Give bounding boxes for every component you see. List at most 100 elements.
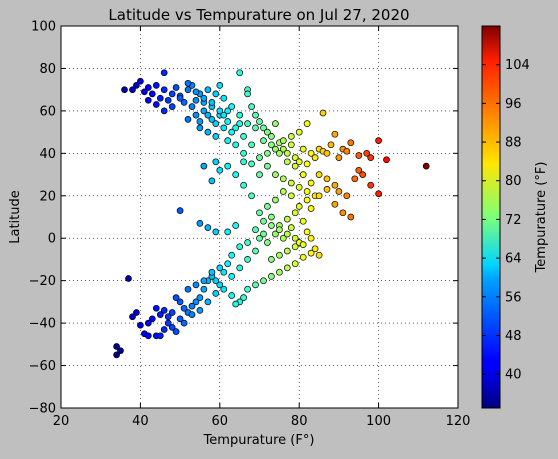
scatter-point xyxy=(188,311,196,318)
scatter-point xyxy=(184,79,192,87)
x-tick-label: 60 xyxy=(212,414,229,429)
scatter-point xyxy=(164,313,172,321)
chart-title: Latitude vs Tempurature on Jul 27, 2020 xyxy=(108,6,409,24)
scatter-point xyxy=(113,343,120,350)
scatter-point xyxy=(228,103,236,110)
scatter-point xyxy=(268,141,275,149)
scatter-point xyxy=(279,234,287,242)
scatter-point xyxy=(256,234,263,242)
scatter-point xyxy=(212,120,220,127)
scatter-point xyxy=(260,217,267,225)
scatter-point xyxy=(276,268,283,276)
scatter-point xyxy=(307,179,315,187)
x-tick-label: 40 xyxy=(132,414,149,429)
y-axis-label: Latitude xyxy=(8,190,23,244)
scatter-point xyxy=(196,118,204,125)
scatter-point xyxy=(137,77,144,85)
scatter-point xyxy=(367,181,375,189)
scatter-point xyxy=(291,209,299,217)
scatter-point xyxy=(176,207,184,214)
scatter-point xyxy=(287,224,295,231)
scatter-point xyxy=(144,319,152,327)
scatter-point xyxy=(315,192,323,200)
scatter-point xyxy=(307,205,315,212)
scatter-point xyxy=(192,96,200,104)
scatter-point xyxy=(176,315,184,323)
scatter-point xyxy=(224,228,232,236)
scatter-point xyxy=(291,260,299,268)
scatter-point xyxy=(422,162,430,170)
scatter-point xyxy=(212,158,220,166)
scatter-point xyxy=(283,215,291,223)
scatter-point xyxy=(315,251,323,259)
scatter-point xyxy=(311,154,319,161)
scatter-point xyxy=(121,86,128,94)
scatter-point xyxy=(220,285,228,293)
scatter-point xyxy=(208,116,216,123)
scatter-point xyxy=(212,133,220,140)
scatter-point xyxy=(355,166,363,174)
scatter-point xyxy=(268,222,275,229)
scatter-point xyxy=(220,124,228,132)
scatter-point xyxy=(295,128,303,136)
scatter-point xyxy=(200,94,208,102)
colorbar-tick-label: 72 xyxy=(505,213,522,228)
scatter-point xyxy=(172,84,180,91)
scatter-point xyxy=(188,103,196,110)
x-axis-label: Tempurature (F°) xyxy=(203,433,315,448)
scatter-point xyxy=(152,304,160,312)
scatter-point xyxy=(212,90,220,98)
data-points xyxy=(113,69,430,359)
scatter-point xyxy=(192,88,200,96)
scatter-point xyxy=(200,285,208,293)
scatter-point xyxy=(160,86,168,94)
scatter-point xyxy=(224,137,232,144)
scatter-point xyxy=(172,328,180,335)
scatter-point xyxy=(168,324,176,331)
scatter-point xyxy=(152,82,160,89)
y-tick-label: −60 xyxy=(29,359,56,374)
y-tick-label: 40 xyxy=(39,147,56,162)
scatter-point xyxy=(307,149,315,157)
colorbar-tick-label: 104 xyxy=(505,58,530,73)
scatter-point xyxy=(148,315,156,323)
colorbar-tick-label: 40 xyxy=(505,368,522,383)
scatter-point xyxy=(248,141,255,149)
scatter-point xyxy=(299,217,307,225)
scatter-point xyxy=(299,253,307,261)
scatter-point xyxy=(240,158,247,166)
scatter-point xyxy=(141,88,148,96)
scatter-point xyxy=(224,162,232,170)
scatter-point xyxy=(260,137,267,144)
y-tick-label: 60 xyxy=(39,104,56,119)
scatter-point xyxy=(283,247,291,255)
scatter-point xyxy=(256,209,263,217)
scatter-point xyxy=(204,111,212,119)
scatter-point xyxy=(160,326,168,333)
scatter-point xyxy=(279,175,287,183)
scatter-point xyxy=(291,234,299,242)
scatter-point xyxy=(323,186,331,193)
scatter-point xyxy=(244,239,251,246)
scatter-point xyxy=(236,69,244,77)
scatter-point xyxy=(180,99,188,106)
colorbar-tick-label: 80 xyxy=(505,174,522,189)
scatter-point xyxy=(133,82,140,89)
scatter-point xyxy=(339,209,347,217)
scatter-point xyxy=(272,145,279,153)
scatter-point xyxy=(192,298,200,306)
scatter-point xyxy=(176,94,184,102)
scatter-point xyxy=(224,260,232,268)
x-axis-ticks: 20 40 60 80 100 120 xyxy=(53,26,470,429)
scatter-point xyxy=(375,137,382,144)
scatter-point xyxy=(129,86,136,94)
scatter-point xyxy=(192,281,200,289)
scatter-point xyxy=(311,245,319,253)
scatter-point xyxy=(164,96,172,104)
scatter-point xyxy=(375,190,382,198)
scatter-point xyxy=(216,264,224,272)
scatter-point xyxy=(144,332,152,340)
scatter-point xyxy=(307,234,315,242)
y-tick-label: −20 xyxy=(29,274,56,289)
scatter-point xyxy=(264,128,271,136)
